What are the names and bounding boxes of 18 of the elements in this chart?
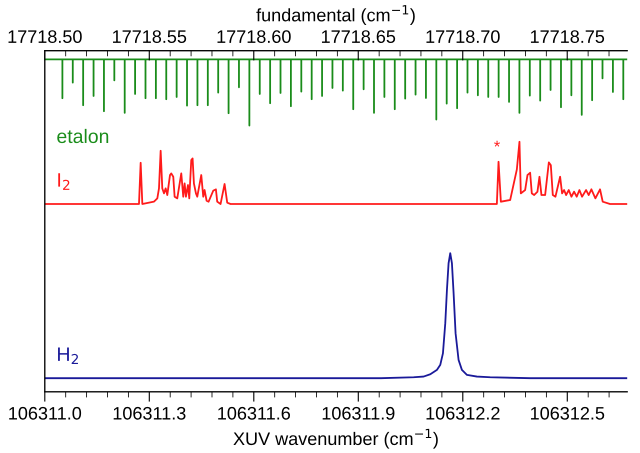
x-tick-label: 106311.6 (218, 406, 290, 420)
x-tick-label: 106312.5 (531, 406, 604, 420)
x2-tick-label: 17718.55 (113, 30, 186, 43)
x2-tick-label: 17718.60 (217, 30, 291, 43)
x-tick-label: 106312.2 (426, 406, 500, 420)
x2-tick-label: 17718.70 (426, 30, 500, 43)
x2-axis-title: fundamental (cm$^{−1}$) (256, 5, 415, 26)
x2-tick-label: 17718.50 (8, 30, 82, 43)
x-axis-title: XUV wavenumber (cm$^{−1}$) (233, 428, 438, 449)
series-label: H$_{2}$ (58, 347, 78, 364)
x-tick-label: 106311.0 (9, 406, 82, 420)
x2-tick-label: 17718.65 (322, 30, 396, 43)
series-label: I$_{2}$ (58, 173, 70, 190)
x2-tick-label: 17718.75 (530, 30, 604, 43)
series-label: etalon (57, 128, 108, 144)
x-tick-label: 106311.3 (114, 406, 186, 420)
x-tick-label: 106311.9 (322, 406, 394, 420)
annotation: * (494, 140, 500, 147)
